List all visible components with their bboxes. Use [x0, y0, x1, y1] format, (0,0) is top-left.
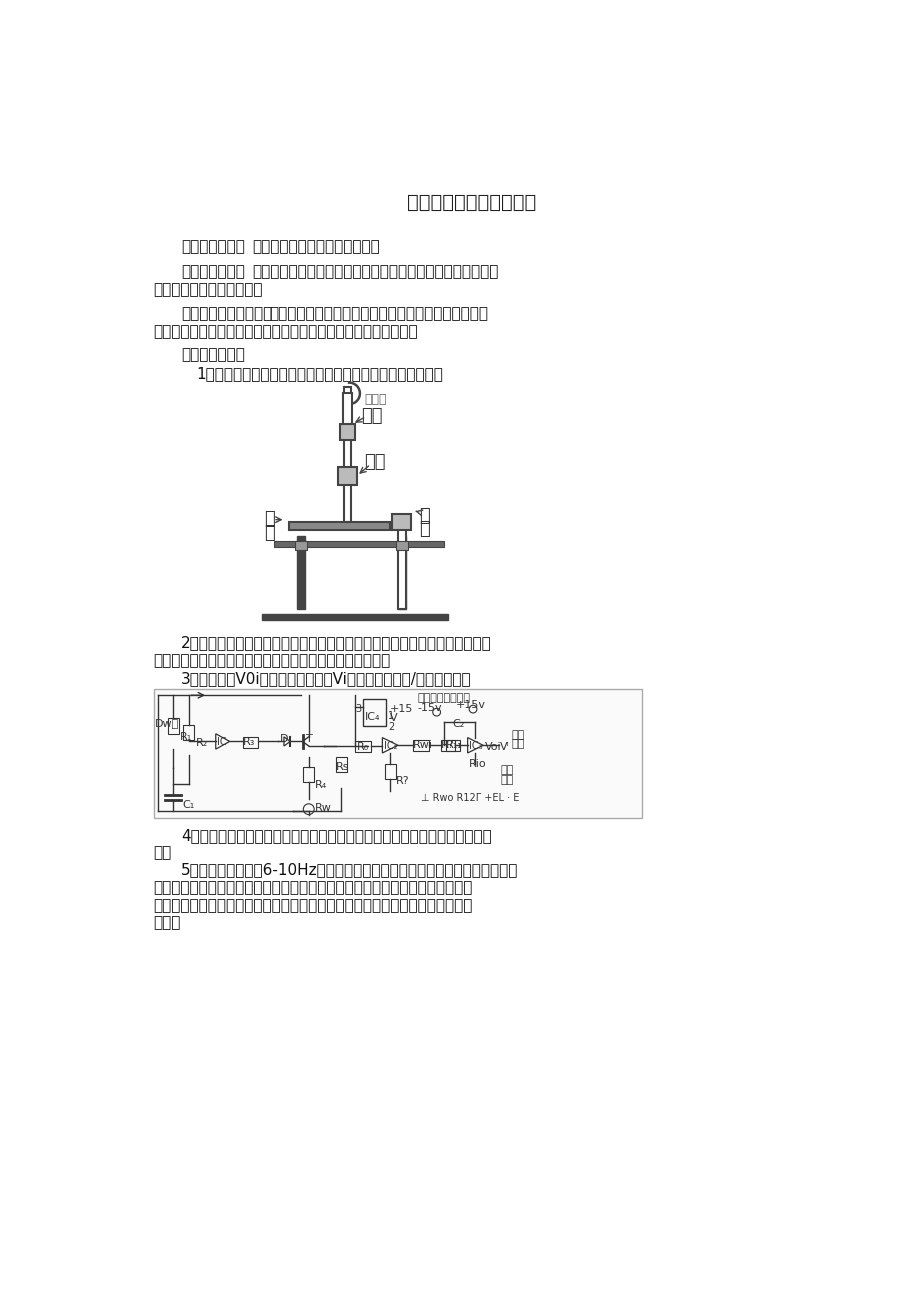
Text: 工: 工 [418, 506, 429, 525]
Text: IC₃: IC₃ [469, 741, 482, 751]
Text: 控箱: 控箱 [510, 740, 524, 749]
Bar [392, 514, 411, 530]
Text: Vᴵ: Vᴵ [500, 742, 509, 753]
Text: 动: 动 [264, 525, 274, 543]
Text: 到传感器。保持振动幅度不变，改变振动频率，观察示波器波形及峰一峰值，保: 到传感器。保持振动幅度不变，改变振动频率，观察示波器波形及峰一峰值，保 [153, 880, 472, 894]
Bar [262, 615, 448, 620]
Bar [344, 387, 351, 522]
Text: Rs: Rs [335, 762, 349, 772]
Text: R₂: R₂ [196, 738, 208, 749]
Text: 四、实验步骤：: 四、实验步骤： [181, 348, 244, 362]
Bar [303, 767, 313, 783]
Bar [413, 740, 428, 751]
Bar [339, 424, 355, 440]
Text: C₂: C₂ [451, 719, 464, 729]
Text: 二、基本原理：: 二、基本原理： [181, 264, 244, 279]
Text: 1、光纤传感器安装如下图，光纤探头对准振动台的反射面。: 1、光纤传感器安装如下图，光纤探头对准振动台的反射面。 [196, 366, 443, 380]
Text: 入。: 入。 [153, 845, 172, 861]
Text: V: V [390, 713, 397, 723]
Bar [297, 536, 304, 609]
Text: IC₂: IC₂ [383, 741, 397, 751]
Text: R₆: R₆ [357, 742, 369, 753]
Text: Rw: Rw [314, 803, 332, 812]
Bar [338, 466, 357, 486]
Bar [167, 719, 178, 734]
Bar [274, 542, 444, 547]
Text: 一、实验目的：: 一、实验目的： [181, 240, 244, 254]
Text: 光纤传感器测量振动实验: 光纤传感器测量振动实验 [406, 193, 536, 212]
Text: 2、根据实验三十的结果，找出线性段的中点，通过调节安装支架高度将光纤: 2、根据实验三十的结果，找出线性段的中点，通过调节安装支架高度将光纤 [181, 635, 491, 650]
Text: 传感: 传感 [361, 408, 382, 426]
Text: 1: 1 [388, 711, 393, 720]
Text: ⊥ Rwo R12Γ +EL · E: ⊥ Rwo R12Γ +EL · E [421, 793, 519, 803]
Bar [289, 522, 390, 530]
Text: 持振动频率不变，改变振动幅度（但不能碰撞光纤探头）观察示波器波形及峰一: 持振动频率不变，改变振动幅度（但不能碰撞光纤探头）观察示波器波形及峰一 [153, 898, 472, 913]
Text: 接主控箱电源输出: 接主控箱电源输出 [417, 693, 470, 703]
Text: 接主: 接主 [510, 730, 524, 740]
Text: Rio: Rio [469, 759, 486, 769]
Text: R₃: R₃ [243, 737, 255, 747]
Text: 了解光纤位移传感器动态特性。: 了解光纤位移传感器动态特性。 [252, 240, 380, 254]
Text: D: D [279, 734, 289, 743]
Bar [343, 393, 352, 424]
Text: 5、将频率档选择在6-10Hz左右，逐步增大输出幅度，注意不能使振动台面碰: 5、将频率档选择在6-10Hz左右，逐步增大输出幅度，注意不能使振动台面碰 [181, 862, 517, 878]
Bar [384, 764, 395, 779]
Text: 光纤位移传感器、光纤位移传感器实验模板、振动源单: 光纤位移传感器、光纤位移传感器实验模板、振动源单 [269, 306, 488, 322]
Text: 作: 作 [418, 521, 429, 539]
Text: Voi: Voi [484, 742, 501, 753]
Text: -15v: -15v [417, 703, 441, 713]
Bar [153, 689, 641, 819]
Text: IC₄: IC₄ [365, 712, 380, 723]
Text: C₁: C₁ [182, 799, 195, 810]
Text: 三、需用器件与单元：: 三、需用器件与单元： [181, 306, 272, 322]
Text: 的测量电路即可测量振动。: 的测量电路即可测量振动。 [153, 281, 263, 297]
Text: R₁₁: R₁₁ [446, 740, 462, 750]
Text: 3: 3 [355, 704, 361, 715]
Text: 4、将低频振荡器幅度输出旋转到零低，频信号输入到振动源单元中的低频输: 4、将低频振荡器幅度输出旋转到零低，频信号输入到振动源单元中的低频输 [181, 828, 491, 842]
Text: +15v: +15v [456, 700, 485, 710]
Text: 利用光纤位移传感器的位移特性和其高的频率响应，配以合适: 利用光纤位移传感器的位移特性和其高的频率响应，配以合适 [252, 264, 498, 279]
Bar [183, 724, 194, 740]
Text: R?: R? [441, 740, 454, 750]
Bar [441, 740, 455, 751]
Text: +15: +15 [390, 704, 413, 715]
Text: 地数: 地数 [500, 766, 513, 775]
Text: R?: R? [396, 776, 410, 786]
Text: 连桥: 连桥 [364, 453, 386, 471]
Text: 探头与振动台台面的距离调整在线性段中点（大致目测。）: 探头与振动台台面的距离调整在线性段中点（大致目测。） [153, 652, 391, 668]
Text: R₁: R₁ [180, 732, 192, 742]
Text: 元、低频振荡器、动态测量支架、检波、滤波实验模板、数显表。: 元、低频振荡器、动态测量支架、检波、滤波实验模板、数显表。 [153, 324, 418, 339]
Bar [397, 536, 405, 609]
Bar [294, 542, 307, 551]
Bar [397, 517, 405, 609]
Text: T: T [305, 734, 312, 743]
Text: 显表: 显表 [500, 775, 513, 785]
Bar [446, 740, 460, 751]
Bar [335, 756, 346, 772]
Text: Dw水: Dw水 [155, 719, 179, 728]
Bar [395, 542, 407, 551]
Text: 光纤式: 光纤式 [364, 393, 387, 406]
Text: 峰值。: 峰值。 [153, 915, 181, 931]
Text: 振: 振 [264, 510, 274, 529]
Text: Rwi: Rwi [413, 740, 433, 750]
Bar [363, 699, 386, 727]
Text: IC: IC [216, 737, 226, 747]
Bar [243, 737, 258, 747]
Text: 3、在下图中V0i与低通滤波器模板Vi相接，低通输出/接到示波器。: 3、在下图中V0i与低通滤波器模板Vi相接，低通输出/接到示波器。 [181, 672, 471, 686]
Text: R₄: R₄ [314, 780, 327, 790]
Text: 2: 2 [388, 723, 393, 732]
Bar [355, 741, 370, 753]
